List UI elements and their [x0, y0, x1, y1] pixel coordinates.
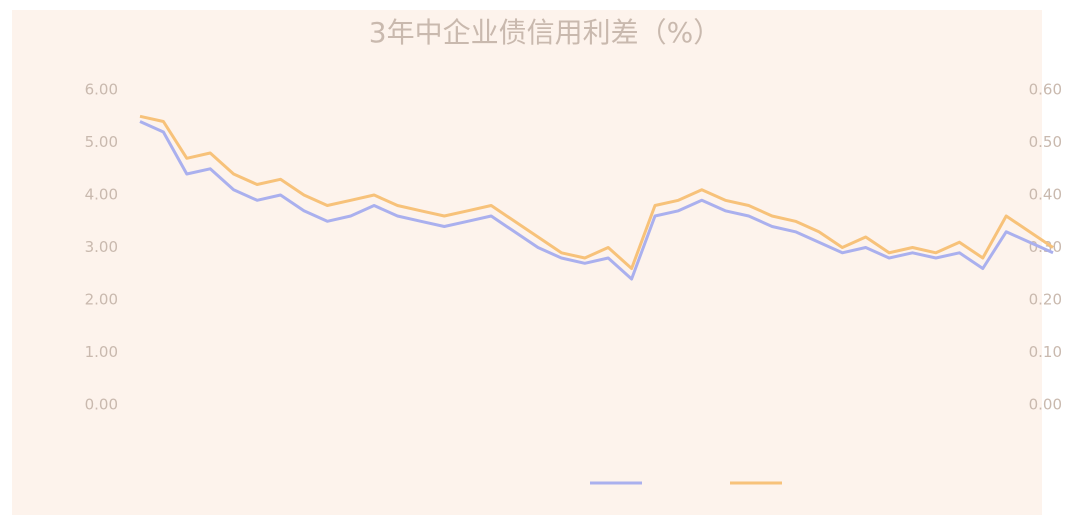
y-tick-label: 5.00	[85, 133, 118, 151]
y2-tick-label: 0.20	[1029, 291, 1062, 309]
y-tick-label: 0.00	[85, 396, 118, 414]
y-tick-label: 4.00	[85, 186, 118, 204]
y2-tick-label: 0.60	[1029, 81, 1062, 99]
y-tick-label: 6.00	[85, 81, 118, 99]
y2-tick-label: 0.30	[1029, 238, 1062, 256]
chart-title: 3年中企业债信用利差（%）	[369, 16, 721, 49]
y2-tick-label: 0.40	[1029, 186, 1062, 204]
y2-tick-label: 0.10	[1029, 343, 1062, 361]
y-tick-label: 2.00	[85, 291, 118, 309]
series-line	[139, 120, 1054, 281]
y2-tick-label: 0.00	[1029, 396, 1062, 414]
y-tick-label: 3.00	[85, 238, 118, 256]
chart-background	[12, 10, 1042, 515]
y-tick-label: 1.00	[85, 343, 118, 361]
series-line	[139, 114, 1054, 270]
y2-tick-label: 0.50	[1029, 133, 1062, 151]
